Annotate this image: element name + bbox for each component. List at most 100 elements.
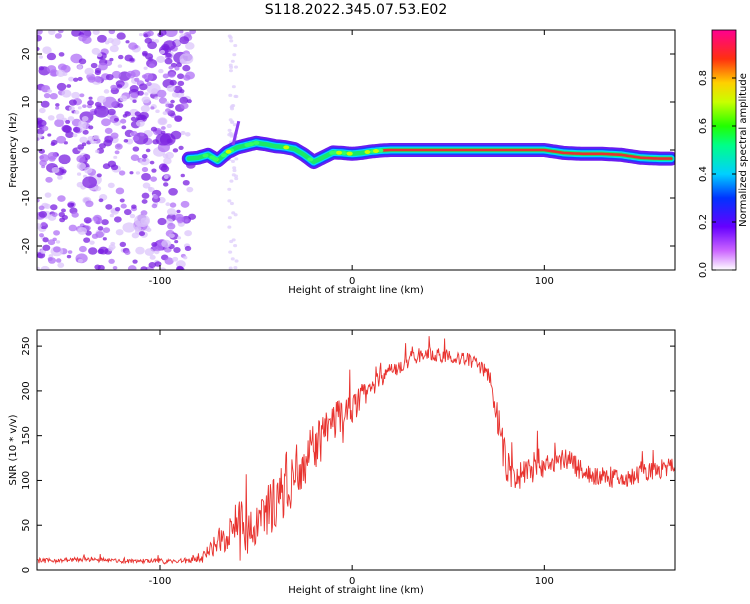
noise-speckle [77, 227, 88, 235]
noise-speckle [72, 126, 81, 133]
colorbar-tick-label: 0.8 [698, 70, 709, 86]
noise-speckle [165, 103, 171, 108]
noise-speckle [178, 145, 184, 151]
noise-speckle [91, 47, 101, 55]
noise-speckle [127, 265, 137, 270]
noise-speckle [155, 109, 160, 114]
ridge-blob [329, 150, 336, 155]
noise-speckle [129, 213, 136, 219]
noise-speckle [229, 105, 234, 109]
ridge-blob [209, 155, 216, 160]
noise-speckle [41, 221, 47, 226]
snr-xtick-label: -100 [149, 576, 172, 587]
noise-speckle [88, 125, 94, 130]
noise-speckle [228, 250, 233, 254]
noise-speckle [83, 237, 91, 243]
noise-speckle [175, 266, 185, 270]
noise-speckle [175, 62, 182, 68]
snr-frame [36, 329, 676, 571]
noise-speckle [56, 82, 67, 91]
noise-speckle [227, 187, 232, 191]
noise-speckle [110, 208, 117, 214]
noise-speckle [51, 139, 58, 146]
noise-speckle [70, 202, 75, 207]
noise-speckle [141, 167, 149, 173]
noise-speckle [37, 30, 43, 35]
noise-speckle [169, 202, 177, 208]
noise-speckle [88, 96, 93, 100]
noise-speckle [38, 205, 45, 211]
noise-speckle [61, 89, 72, 98]
noise-speckle [105, 204, 113, 210]
noise-speckle [174, 66, 180, 71]
noise-speckle [151, 241, 158, 247]
ridge-blob [307, 157, 314, 162]
noise-speckle [151, 203, 158, 209]
noise-speckle [160, 130, 166, 135]
noise-speckle [231, 85, 236, 89]
snr-ytick-label: 50 [21, 519, 32, 532]
noise-speckle [58, 52, 65, 57]
noise-speckle [139, 132, 145, 137]
noise-speckle [79, 136, 88, 144]
noise-speckle [228, 266, 233, 270]
noise-speckle [140, 266, 148, 270]
noise-speckle [230, 59, 235, 63]
noise-speckle [168, 71, 176, 78]
noise-speckle [179, 53, 194, 65]
noise-speckle [134, 77, 140, 82]
noise-speckle [176, 216, 185, 223]
noise-speckle [110, 132, 119, 139]
noise-speckle [170, 99, 175, 104]
noise-speckle [137, 90, 144, 96]
noise-speckle [147, 41, 157, 50]
noise-speckle [158, 118, 167, 125]
noise-speckle [234, 157, 239, 161]
noise-speckle [150, 176, 158, 182]
noise-speckle [94, 105, 110, 118]
noise-speckle [130, 58, 135, 62]
noise-speckle [38, 211, 48, 218]
snr-xtick-label: 100 [535, 576, 554, 587]
noise-speckle [172, 256, 179, 262]
noise-speckle [135, 246, 145, 255]
noise-speckle [132, 259, 138, 264]
noise-speckle [165, 52, 172, 58]
noise-speckle [231, 238, 236, 242]
snr-ytick-label: 200 [21, 381, 32, 400]
noise-speckle [166, 84, 176, 92]
noise-speckle [124, 250, 131, 255]
noise-speckle [77, 258, 83, 263]
noise-speckle [230, 120, 235, 124]
snr-ytick-label: 0 [21, 567, 32, 573]
spectrogram-xtick-label: -100 [149, 276, 172, 287]
noise-speckle [97, 95, 107, 104]
noise-speckle [141, 192, 150, 199]
noise-speckle [66, 254, 72, 259]
snr-xlabel: Height of straight line (km) [288, 585, 424, 596]
spectrogram-ytick-label: -10 [21, 190, 32, 206]
noise-speckle [46, 65, 57, 73]
noise-speckle [162, 111, 168, 116]
noise-speckle [227, 199, 232, 203]
snr-xtick-label: 0 [349, 576, 355, 587]
spectrogram-ytick-label: 20 [21, 48, 32, 61]
noise-speckle [182, 179, 190, 186]
noise-speckle [81, 116, 89, 122]
noise-speckle [134, 226, 142, 232]
noise-speckle [163, 40, 176, 51]
noise-speckle [146, 30, 154, 37]
noise-speckle [133, 132, 149, 145]
colorbar-tick-label: 0.4 [698, 166, 709, 182]
spectrogram-ytick-label: -20 [21, 238, 32, 254]
noise-speckle [153, 194, 159, 200]
noise-speckle [142, 182, 151, 189]
noise-speckle [96, 173, 102, 178]
noise-speckle [134, 214, 150, 228]
colorbar-frame [711, 29, 737, 271]
noise-speckle [130, 154, 140, 162]
noise-speckle [37, 223, 42, 229]
noise-speckle [57, 175, 63, 180]
noise-speckle [38, 107, 46, 114]
noise-speckle [174, 239, 179, 244]
